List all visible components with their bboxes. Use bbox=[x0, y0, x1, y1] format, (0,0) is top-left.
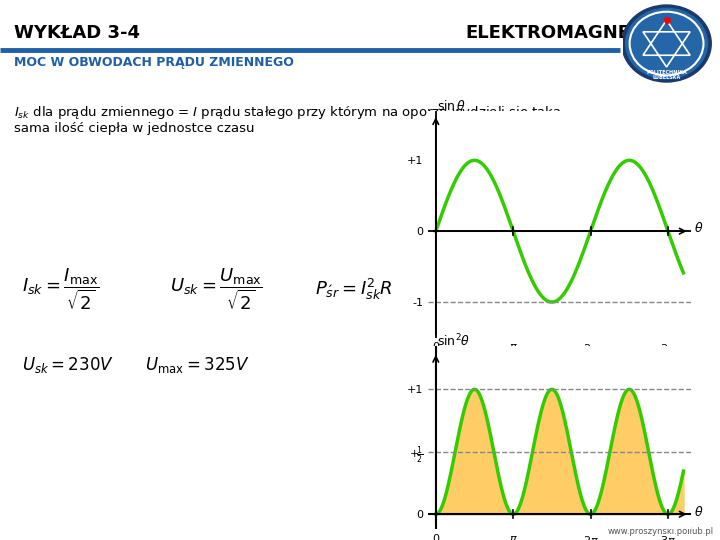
Text: ELEKTROMAGNETYZM: ELEKTROMAGNETYZM bbox=[465, 24, 686, 42]
Circle shape bbox=[626, 8, 707, 79]
Text: $\sin^2\!\theta$: $\sin^2\!\theta$ bbox=[437, 333, 470, 349]
Text: $U_{sk}= 230V$: $U_{sk}= 230V$ bbox=[22, 355, 114, 375]
Text: $P_{\acute{s}r} = I_{sk}^{2}R$: $P_{\acute{s}r} = I_{sk}^{2}R$ bbox=[315, 276, 392, 301]
Text: $\sin\theta$: $\sin\theta$ bbox=[437, 99, 467, 113]
Text: WYKŁAD 3-4: WYKŁAD 3-4 bbox=[14, 24, 140, 42]
Text: $U_{\mathrm{max}}= 325V$: $U_{\mathrm{max}}= 325V$ bbox=[145, 355, 250, 375]
Text: $\theta$: $\theta$ bbox=[693, 505, 703, 519]
Text: sama ilość ciepła w jednostce czasu: sama ilość ciepła w jednostce czasu bbox=[14, 122, 254, 135]
Text: $U_{sk} = \dfrac{U_{\mathrm{max}}}{\sqrt{2}}$: $U_{sk} = \dfrac{U_{\mathrm{max}}}{\sqrt… bbox=[170, 266, 263, 312]
Text: www.proszynski.pollub.pl: www.proszynski.pollub.pl bbox=[608, 527, 714, 536]
Circle shape bbox=[622, 5, 711, 82]
Text: a): a) bbox=[593, 367, 606, 381]
Text: $I_{sk} = \dfrac{I_{\mathrm{max}}}{\sqrt{2}}$: $I_{sk} = \dfrac{I_{\mathrm{max}}}{\sqrt… bbox=[22, 266, 99, 312]
Text: $\theta$: $\theta$ bbox=[693, 221, 703, 235]
Text: MOC W OBWODACH PRĄDU ZMIENNEGO: MOC W OBWODACH PRĄDU ZMIENNEGO bbox=[14, 56, 294, 69]
Text: POLITECHNIKA
LUBELSKA: POLITECHNIKA LUBELSKA bbox=[646, 70, 687, 80]
Text: $I_{sk}$ dla prądu zmiennego = $I$ prądu stałego przy którym na oporze wydzieli : $I_{sk}$ dla prądu zmiennego = $I$ prądu… bbox=[14, 104, 562, 121]
